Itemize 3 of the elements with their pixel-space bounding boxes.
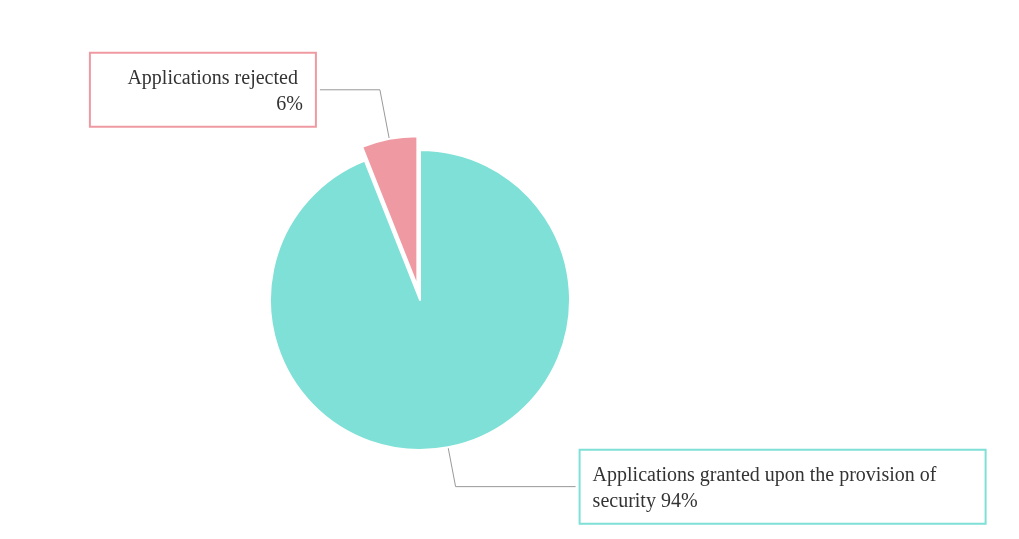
data-label: 6% xyxy=(276,91,303,114)
slice-label: Applications granted upon the provision of security 94% xyxy=(592,462,942,512)
slice-label: Applications rejected xyxy=(127,65,303,89)
